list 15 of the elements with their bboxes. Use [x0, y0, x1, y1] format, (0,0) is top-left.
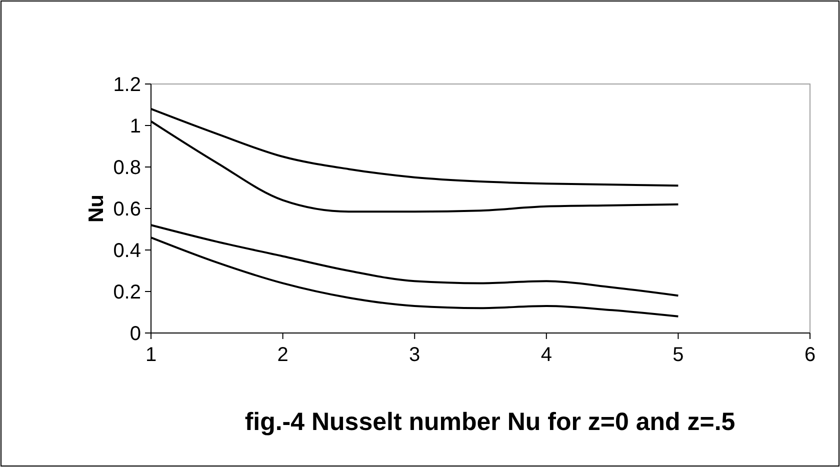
x-tick-label: 6 [804, 344, 816, 366]
y-tick-label: 0.8 [113, 157, 141, 179]
y-tick-label: 0 [130, 323, 141, 345]
y-tick-label: 0.4 [113, 240, 141, 262]
y-tick-label: 0.6 [113, 198, 141, 220]
x-tick-label: 2 [277, 344, 288, 366]
x-tick-label: 1 [145, 344, 157, 366]
y-axis-title: Nu [85, 194, 108, 222]
x-tick-label: 4 [540, 344, 552, 366]
y-tick-label: 0.2 [113, 282, 141, 304]
x-tick-label: 5 [672, 344, 684, 366]
y-tick-label: 1.2 [113, 74, 141, 96]
text: fig.-4 Nusselt number Nu for z=0 and z=.5 [244, 408, 736, 436]
y-tick-label: 1 [130, 116, 141, 138]
x-tick-label: 3 [409, 344, 420, 366]
